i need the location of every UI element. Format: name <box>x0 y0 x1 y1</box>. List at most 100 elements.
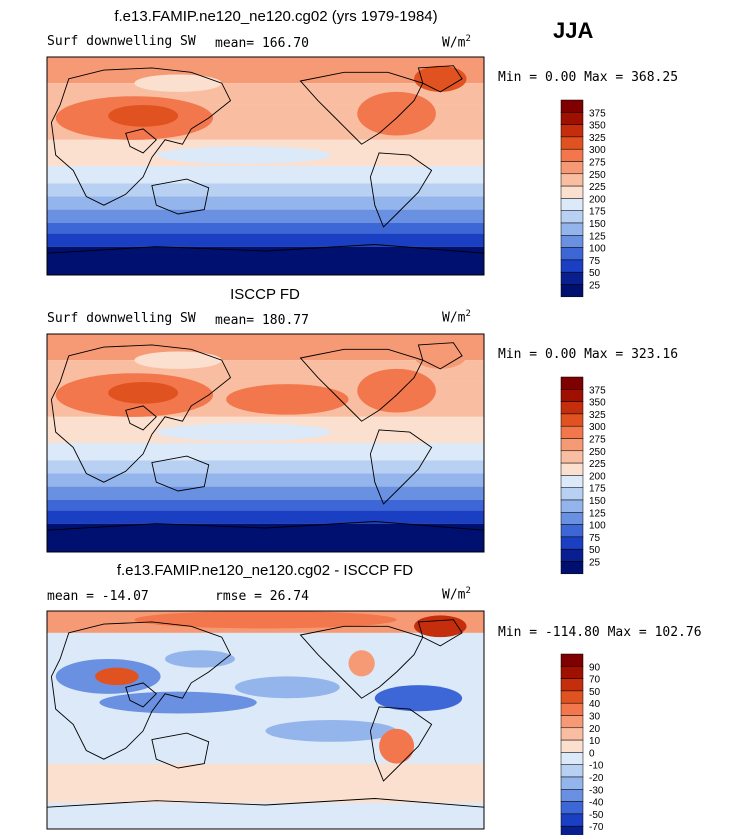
coastline <box>50 67 232 206</box>
colorbar-tick-label: 50 <box>589 687 601 698</box>
coastline <box>151 178 210 215</box>
panel3-units-base: W/m <box>442 587 466 603</box>
colorbar-tick-label: 250 <box>589 447 606 458</box>
panel1-min-value: 0.00 <box>544 70 577 85</box>
field-blob <box>234 676 340 699</box>
lat-band <box>47 57 484 84</box>
coastline <box>47 244 484 275</box>
panel3-min-value: -114.80 <box>544 625 600 640</box>
field-blob <box>379 728 415 764</box>
colorbar-tick-label: -10 <box>589 761 604 772</box>
pacific-high <box>226 107 349 138</box>
panel1-max-value: 368.25 <box>631 70 679 85</box>
colorbar-swatch <box>560 813 584 827</box>
siberia <box>134 74 222 92</box>
map-frame <box>46 56 485 276</box>
map-frame <box>46 333 485 553</box>
colorbar-swatch <box>560 801 584 815</box>
coastline <box>369 429 433 505</box>
colorbar-swatch <box>560 271 584 285</box>
panel3-min-label: Min = <box>498 625 538 640</box>
panel1-units-base: W/m <box>442 35 466 51</box>
colorbar-tick-label: 200 <box>589 471 606 482</box>
panel3-mean-value: -14.07 <box>101 589 149 604</box>
field-blob <box>374 685 463 712</box>
panel1-field: Surf downwelling SW <box>47 34 196 49</box>
panel2-title: ISCCP FD <box>230 286 300 303</box>
panel2-minmax: Min = 0.00 Max = 323.16 <box>498 347 678 362</box>
coastline <box>417 619 463 647</box>
colorbar-swatch <box>560 413 584 427</box>
colorbar-tick-label: -20 <box>589 773 604 784</box>
colorbar-tick-label: 50 <box>589 545 601 556</box>
panel3-max-value: 102.76 <box>654 625 702 640</box>
coastline <box>125 682 157 708</box>
map-frame <box>46 610 485 830</box>
colorbar-swatch <box>560 536 584 550</box>
panel2-units: W/m2 <box>442 309 471 325</box>
colorbar-tick-label: 175 <box>589 207 606 218</box>
colorbar-tick-label: 125 <box>589 231 606 242</box>
lat-band <box>47 196 484 210</box>
panel1-min-label: Min = <box>498 70 538 85</box>
colorbar-swatch <box>560 112 584 125</box>
desert-max <box>108 381 179 404</box>
colorbar-swatch <box>560 210 584 224</box>
field-blob <box>95 667 139 686</box>
colorbar-swatch <box>560 727 584 741</box>
colorbar-tick-label: 350 <box>589 398 606 409</box>
colorbar-tick-label: 200 <box>589 194 606 205</box>
panel2-units-base: W/m <box>442 310 466 326</box>
colorbar-swatch <box>560 666 584 679</box>
colorbar-tick-label: -30 <box>589 785 604 796</box>
colorbar-swatch <box>560 185 584 199</box>
colorbar-swatch <box>560 247 584 261</box>
panel2-min-label: Min = <box>498 347 538 362</box>
colorbar-swatch <box>560 235 584 248</box>
coastlines <box>47 619 484 829</box>
map-field <box>47 57 484 275</box>
colorbar-tick-label: 350 <box>589 121 606 132</box>
colorbar-tick-label: 10 <box>589 736 601 747</box>
coastline <box>369 706 433 782</box>
colorbar-swatch <box>560 487 584 501</box>
coastline <box>125 405 157 431</box>
panel2-mean: mean= 180.77 <box>215 313 309 328</box>
colorbar-swatch <box>560 702 584 716</box>
na-max <box>357 368 436 413</box>
colorbar-tick-label: -40 <box>589 798 604 809</box>
field-blob <box>414 615 467 638</box>
colorbar-tick-label: 25 <box>589 558 601 569</box>
siberia <box>134 351 222 369</box>
panel1-mean-value: 166.70 <box>261 36 309 51</box>
colorbar-swatch <box>560 475 584 488</box>
colorbar-tick-label: 275 <box>589 158 606 169</box>
panel2-max-label: Max = <box>584 347 624 362</box>
coastline <box>151 732 210 769</box>
field-blob <box>99 691 257 714</box>
panel3-rmse-value: 26.74 <box>269 589 309 604</box>
coastlines <box>47 342 484 552</box>
colorbar-tick-label: 25 <box>589 281 601 292</box>
panel3-max-label: Max = <box>607 625 647 640</box>
colorbar-swatch <box>560 561 584 575</box>
colorbar-swatch <box>560 173 584 187</box>
field-blob <box>265 720 397 742</box>
panel1-units: W/m2 <box>442 34 471 50</box>
panel2-units-exp: 2 <box>465 309 471 319</box>
na-max <box>357 91 436 136</box>
colorbar-tick-label: 100 <box>589 521 606 532</box>
colorbar-tick-label: 50 <box>589 268 601 279</box>
colorbar-swatch <box>560 389 584 402</box>
coastline <box>151 455 210 492</box>
colorbar-swatch <box>560 148 584 162</box>
lat-band <box>47 209 484 223</box>
colorbar-tick-label: 125 <box>589 508 606 519</box>
field-blob <box>348 650 375 677</box>
colorbar-swatch <box>560 715 584 729</box>
coastline <box>299 625 424 699</box>
